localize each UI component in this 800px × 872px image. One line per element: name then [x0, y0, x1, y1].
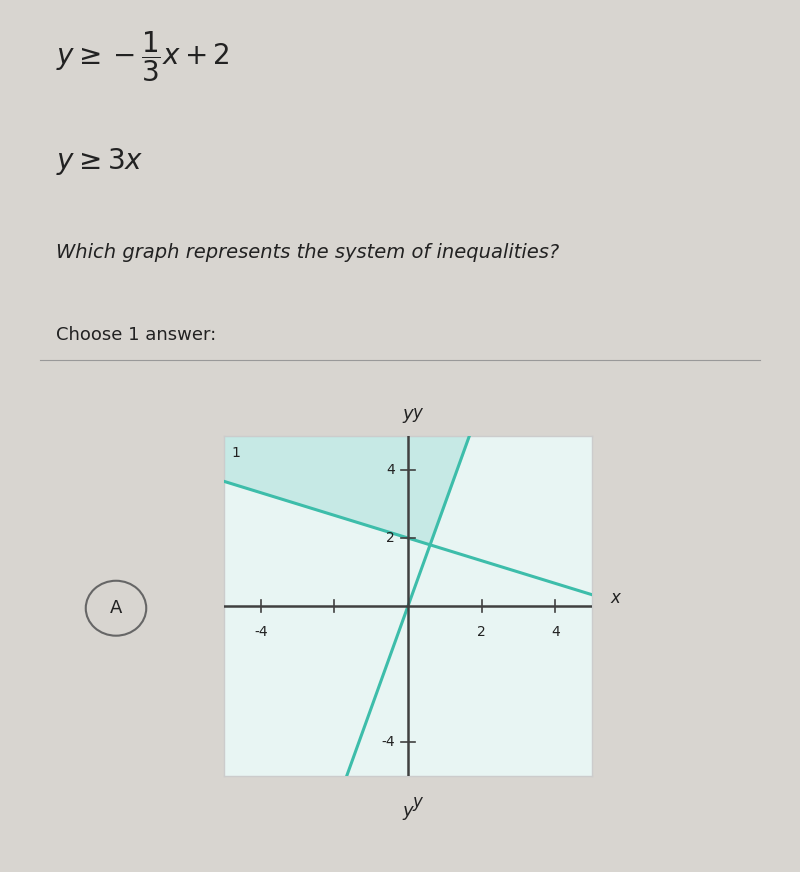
- Text: $y \geq 3x$: $y \geq 3x$: [56, 146, 143, 178]
- Text: y: y: [412, 405, 422, 422]
- Text: Which graph represents the system of inequalities?: Which graph represents the system of ine…: [56, 242, 559, 262]
- Text: 4: 4: [386, 463, 395, 477]
- Text: A: A: [110, 599, 122, 617]
- Text: -4: -4: [254, 624, 268, 639]
- Text: 4: 4: [551, 624, 559, 639]
- Text: 1: 1: [231, 446, 240, 460]
- Text: -4: -4: [382, 735, 395, 749]
- Text: $y \geq -\dfrac{1}{3}x + 2$: $y \geq -\dfrac{1}{3}x + 2$: [56, 30, 230, 84]
- Text: y: y: [402, 802, 414, 821]
- Text: y: y: [402, 405, 414, 423]
- Text: 2: 2: [386, 531, 395, 545]
- Text: x: x: [610, 589, 620, 607]
- Text: Choose 1 answer:: Choose 1 answer:: [56, 326, 216, 344]
- Text: 2: 2: [478, 624, 486, 639]
- Text: y: y: [412, 794, 422, 811]
